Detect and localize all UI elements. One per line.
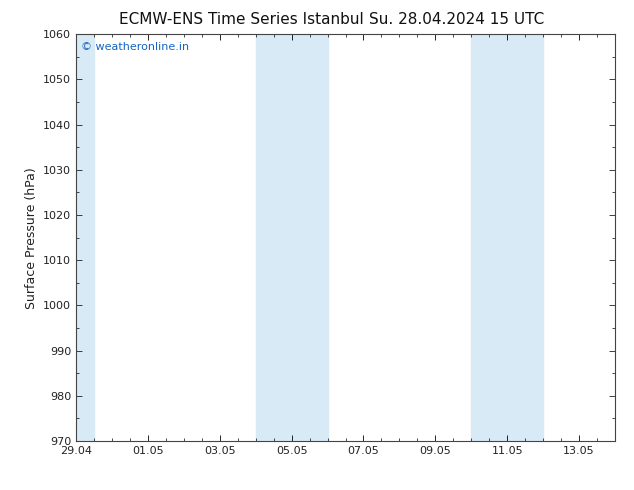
Bar: [471, 34, 507, 441]
Bar: [507, 34, 543, 441]
Text: Su. 28.04.2024 15 UTC: Su. 28.04.2024 15 UTC: [369, 12, 544, 27]
Text: © weatheronline.in: © weatheronline.in: [81, 43, 190, 52]
Bar: [292, 34, 328, 441]
Y-axis label: Surface Pressure (hPa): Surface Pressure (hPa): [25, 167, 37, 309]
Bar: [76, 34, 94, 441]
Bar: [256, 34, 292, 441]
Text: ECMW-ENS Time Series Istanbul: ECMW-ENS Time Series Istanbul: [119, 12, 363, 27]
